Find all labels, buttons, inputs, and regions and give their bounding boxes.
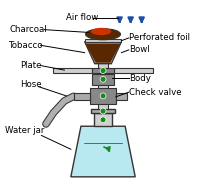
Circle shape [100,76,106,82]
FancyBboxPatch shape [114,68,153,73]
FancyBboxPatch shape [94,113,112,126]
FancyBboxPatch shape [116,93,127,100]
FancyBboxPatch shape [85,39,121,42]
Circle shape [100,93,106,99]
Circle shape [100,68,106,74]
FancyBboxPatch shape [92,74,114,85]
Text: Plate: Plate [20,61,42,70]
Text: Water jar: Water jar [5,126,44,135]
Text: Body: Body [129,74,151,83]
FancyBboxPatch shape [53,68,92,73]
Polygon shape [71,126,135,177]
Ellipse shape [91,28,111,35]
Text: Tobacco: Tobacco [9,41,44,50]
FancyBboxPatch shape [98,62,108,109]
FancyBboxPatch shape [92,68,114,73]
Text: Check valve: Check valve [129,88,181,97]
Polygon shape [86,43,121,63]
FancyBboxPatch shape [91,109,115,113]
Text: Charcoal: Charcoal [9,25,47,34]
FancyBboxPatch shape [74,93,90,100]
Text: Perforated foil: Perforated foil [129,33,190,42]
Circle shape [100,108,106,114]
Circle shape [100,117,106,123]
FancyBboxPatch shape [90,88,116,104]
Text: Air flow: Air flow [66,13,98,22]
Text: Bowl: Bowl [129,45,149,54]
Text: Hose: Hose [20,80,42,89]
Polygon shape [85,42,121,64]
Ellipse shape [86,29,121,40]
